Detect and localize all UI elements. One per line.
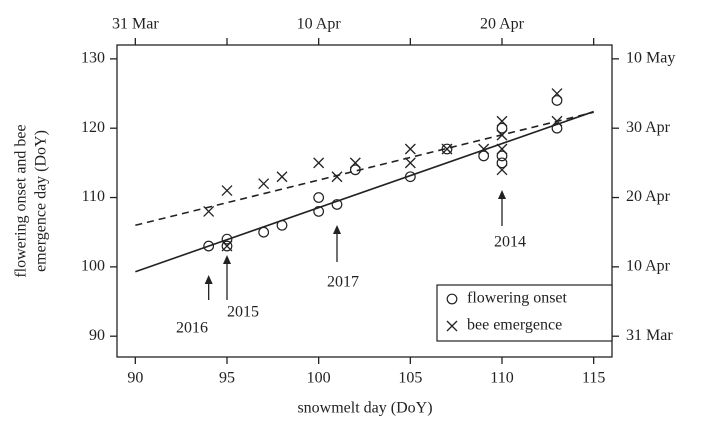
annotation: 2014: [494, 234, 526, 251]
marker-cross: [313, 157, 325, 169]
annotation: 2016: [176, 320, 208, 337]
marker-cross: [496, 164, 508, 176]
arrow-head: [498, 190, 506, 199]
y2-tick-label: 10 Apr: [626, 258, 671, 275]
x-axis-label: snowmelt day (DoY): [297, 400, 432, 417]
annotation: 2015: [227, 304, 259, 321]
marker-circle: [496, 157, 508, 169]
y2-tick-label: 30 Apr: [626, 119, 671, 136]
marker-cross: [478, 143, 490, 155]
fit-line: [135, 110, 594, 273]
marker-circle: [551, 122, 563, 134]
marker-circle: [478, 150, 490, 162]
marker-circle: [404, 171, 416, 183]
y2-tick-label: 10 May: [626, 50, 675, 67]
y-tick-label: 100: [81, 258, 105, 275]
legend: flowering onset bee emergence: [436, 284, 613, 342]
marker-circle: [331, 199, 343, 210]
marker-cross: [258, 178, 270, 190]
legend-label: bee emergence: [467, 317, 562, 334]
marker-circle: [313, 192, 325, 203]
y-axis-label: emergence day (DoY): [33, 130, 50, 272]
x-tick-label: 115: [582, 370, 605, 387]
marker-cross: [441, 143, 453, 155]
x-tick-label: 100: [307, 370, 331, 387]
y-tick-label: 110: [82, 188, 105, 205]
marker-circle: [276, 219, 288, 231]
marker-cross: [496, 115, 508, 127]
fit-line: [135, 111, 594, 227]
marker-cross: [203, 205, 215, 217]
marker-circle: [313, 205, 325, 217]
marker-cross: [446, 320, 458, 332]
marker-cross: [276, 171, 288, 183]
marker-circle: [258, 226, 270, 238]
y-tick-label: 130: [81, 50, 105, 67]
marker-cross: [496, 143, 508, 155]
marker-cross: [551, 88, 563, 99]
x2-tick-label: 20 Apr: [480, 16, 525, 33]
marker-circle: [221, 240, 233, 252]
marker-circle: [349, 164, 361, 176]
y-tick-label: 90: [89, 327, 105, 344]
legend-box: [436, 284, 613, 342]
legend-label: flowering onset: [467, 290, 568, 307]
plot-frame: [116, 44, 613, 358]
marker-cross: [551, 115, 563, 127]
y2-tick-label: 31 Mar: [626, 327, 673, 344]
x-tick-label: 105: [398, 370, 422, 387]
marker-cross: [221, 240, 233, 252]
y2-tick-label: 20 Apr: [626, 188, 671, 205]
x-tick-label: 110: [490, 370, 513, 387]
marker-circle: [496, 150, 508, 162]
marker-cross: [331, 171, 343, 183]
arrow-head: [204, 275, 213, 284]
y-axis-label: flowering onset and bee: [13, 124, 30, 277]
marker-cross: [349, 157, 361, 169]
marker-cross: [496, 129, 508, 141]
x2-tick-label: 31 Mar: [112, 16, 159, 33]
annotation: 2017: [327, 274, 359, 291]
marker-cross: [404, 143, 416, 155]
marker-circle: [203, 240, 215, 252]
y-tick-label: 120: [81, 119, 105, 136]
arrow-head: [333, 225, 341, 234]
marker-circle: [441, 143, 453, 155]
marker-circle: [221, 233, 233, 245]
marker-cross: [404, 157, 416, 169]
x-tick-label: 95: [219, 370, 235, 387]
marker-circle: [446, 293, 458, 305]
marker-cross: [221, 185, 233, 197]
x2-tick-label: 10 Apr: [297, 16, 342, 33]
marker-circle: [496, 122, 508, 134]
marker-circle: [551, 95, 563, 106]
x-tick-label: 90: [127, 370, 143, 387]
arrow-head: [223, 255, 231, 264]
